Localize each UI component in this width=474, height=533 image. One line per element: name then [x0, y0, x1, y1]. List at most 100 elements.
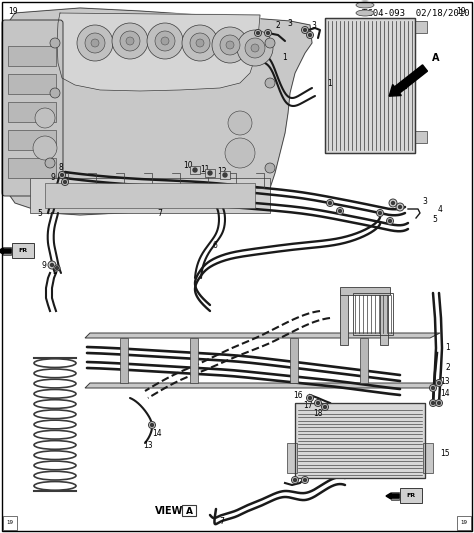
Circle shape [431, 401, 435, 405]
Circle shape [317, 401, 319, 405]
Circle shape [399, 206, 401, 208]
Text: 13: 13 [440, 376, 450, 385]
Text: 4: 4 [438, 205, 442, 214]
Circle shape [190, 33, 210, 53]
Text: VIEW: VIEW [155, 506, 183, 516]
Bar [457, 516, 471, 530]
Text: 13: 13 [143, 440, 153, 449]
Polygon shape [5, 8, 312, 215]
Circle shape [429, 384, 437, 392]
Text: TC04-093  02/18/2010: TC04-093 02/18/2010 [363, 9, 470, 18]
Circle shape [120, 31, 140, 51]
Text: 11: 11 [200, 165, 210, 174]
Text: 7: 7 [219, 516, 224, 526]
Text: 2: 2 [445, 364, 450, 373]
Circle shape [126, 37, 134, 45]
Circle shape [112, 23, 148, 59]
Circle shape [54, 265, 60, 271]
Bar [12, 243, 34, 258]
Bar [423, 443, 433, 473]
Circle shape [48, 261, 56, 269]
Circle shape [438, 382, 440, 384]
Bar [8, 130, 56, 150]
Text: 14: 14 [440, 389, 450, 398]
Circle shape [309, 34, 311, 36]
Circle shape [196, 39, 204, 47]
Circle shape [91, 39, 99, 47]
Circle shape [431, 386, 435, 390]
FancyArrow shape [0, 248, 11, 254]
Circle shape [315, 400, 321, 407]
Text: 3: 3 [288, 19, 292, 28]
Text: 3: 3 [311, 20, 317, 29]
Circle shape [161, 37, 169, 45]
FancyArrow shape [386, 493, 399, 499]
Bar [220, 171, 230, 179]
Circle shape [35, 108, 55, 128]
Bar [45, 183, 255, 208]
Bar [360, 338, 368, 383]
Circle shape [264, 29, 272, 36]
Text: A: A [432, 53, 439, 63]
Bar [8, 74, 56, 94]
Bar [400, 488, 422, 503]
Circle shape [436, 400, 443, 407]
Bar [295, 403, 425, 478]
Circle shape [85, 33, 105, 53]
Circle shape [237, 30, 273, 66]
Bar [287, 443, 297, 473]
Text: 19: 19 [7, 521, 13, 526]
Bar [182, 505, 196, 516]
Text: 1: 1 [283, 53, 287, 62]
Circle shape [323, 406, 327, 408]
Bar [3, 516, 17, 530]
Text: 17: 17 [303, 400, 313, 409]
Circle shape [193, 168, 197, 172]
Circle shape [429, 400, 437, 407]
Circle shape [51, 263, 54, 266]
Text: 8: 8 [58, 164, 63, 173]
Circle shape [303, 479, 307, 481]
Circle shape [328, 201, 331, 205]
Bar [415, 131, 427, 143]
Text: 16: 16 [293, 391, 303, 400]
FancyBboxPatch shape [2, 20, 63, 196]
Circle shape [338, 209, 341, 213]
Circle shape [321, 403, 328, 410]
Bar [3, 247, 11, 255]
Text: 19: 19 [8, 7, 18, 16]
Ellipse shape [356, 2, 374, 8]
Circle shape [220, 35, 240, 55]
Circle shape [292, 477, 299, 483]
Circle shape [303, 28, 307, 31]
Circle shape [376, 209, 383, 216]
Circle shape [379, 212, 382, 214]
Circle shape [301, 477, 309, 483]
Circle shape [228, 111, 252, 135]
Circle shape [62, 179, 69, 185]
Circle shape [293, 479, 297, 481]
Text: 15: 15 [440, 448, 450, 457]
Circle shape [251, 44, 259, 52]
Text: 9: 9 [50, 174, 55, 182]
Circle shape [208, 171, 212, 175]
Text: 1: 1 [445, 343, 450, 352]
Text: FR: FR [18, 248, 27, 253]
Polygon shape [85, 383, 440, 388]
Bar [8, 102, 56, 122]
Circle shape [61, 174, 64, 176]
Bar [205, 169, 215, 177]
Text: 12: 12 [217, 166, 227, 175]
Circle shape [389, 199, 397, 207]
Bar [190, 166, 200, 174]
Text: 7: 7 [157, 208, 163, 217]
Bar [380, 290, 388, 345]
Circle shape [396, 203, 404, 211]
Circle shape [155, 31, 175, 51]
Circle shape [225, 138, 255, 168]
Bar [340, 287, 390, 295]
Circle shape [55, 266, 58, 270]
Circle shape [265, 38, 275, 48]
Circle shape [307, 31, 313, 38]
Circle shape [245, 38, 265, 58]
